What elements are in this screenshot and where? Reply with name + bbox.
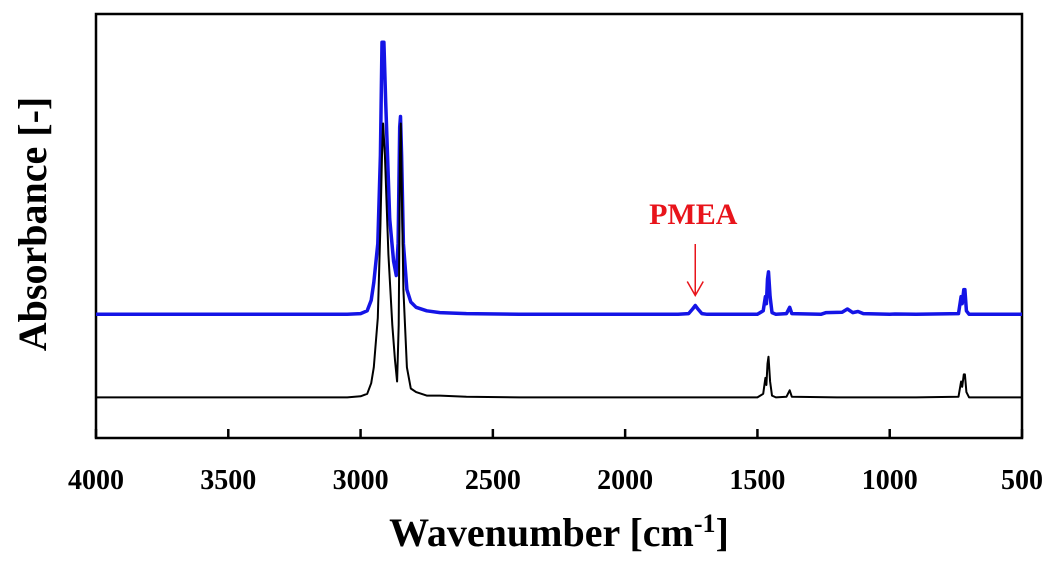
x-axis-tick-labels: 4000 3500 3000 2500 2000 1500 1000 500: [68, 465, 1043, 496]
x-tick-label: 3500: [200, 465, 256, 496]
series-line-1: [96, 40, 1022, 317]
series-line-2: [96, 122, 1022, 399]
x-tick-label: 500: [1001, 465, 1043, 496]
x-axis-ticks: [94, 429, 1024, 438]
x-tick-label: 4000: [68, 465, 124, 496]
series-layer: [96, 40, 1022, 399]
x-tick-label: 1000: [862, 465, 918, 496]
x-tick-label: 3000: [333, 465, 389, 496]
annotation-layer: PMEA: [649, 198, 738, 298]
x-tick-label: 2000: [597, 465, 653, 496]
pmea-arrow-head: [686, 281, 704, 298]
x-tick-label: 2500: [465, 465, 521, 496]
y-axis-title: Absorbance [-]: [10, 97, 55, 351]
plot-frame: [94, 12, 1024, 440]
x-axis-title: Wavenumber [cm-1]: [389, 509, 729, 555]
x-tick-label: 1500: [729, 465, 785, 496]
pmea-annotation-label: PMEA: [649, 198, 738, 231]
